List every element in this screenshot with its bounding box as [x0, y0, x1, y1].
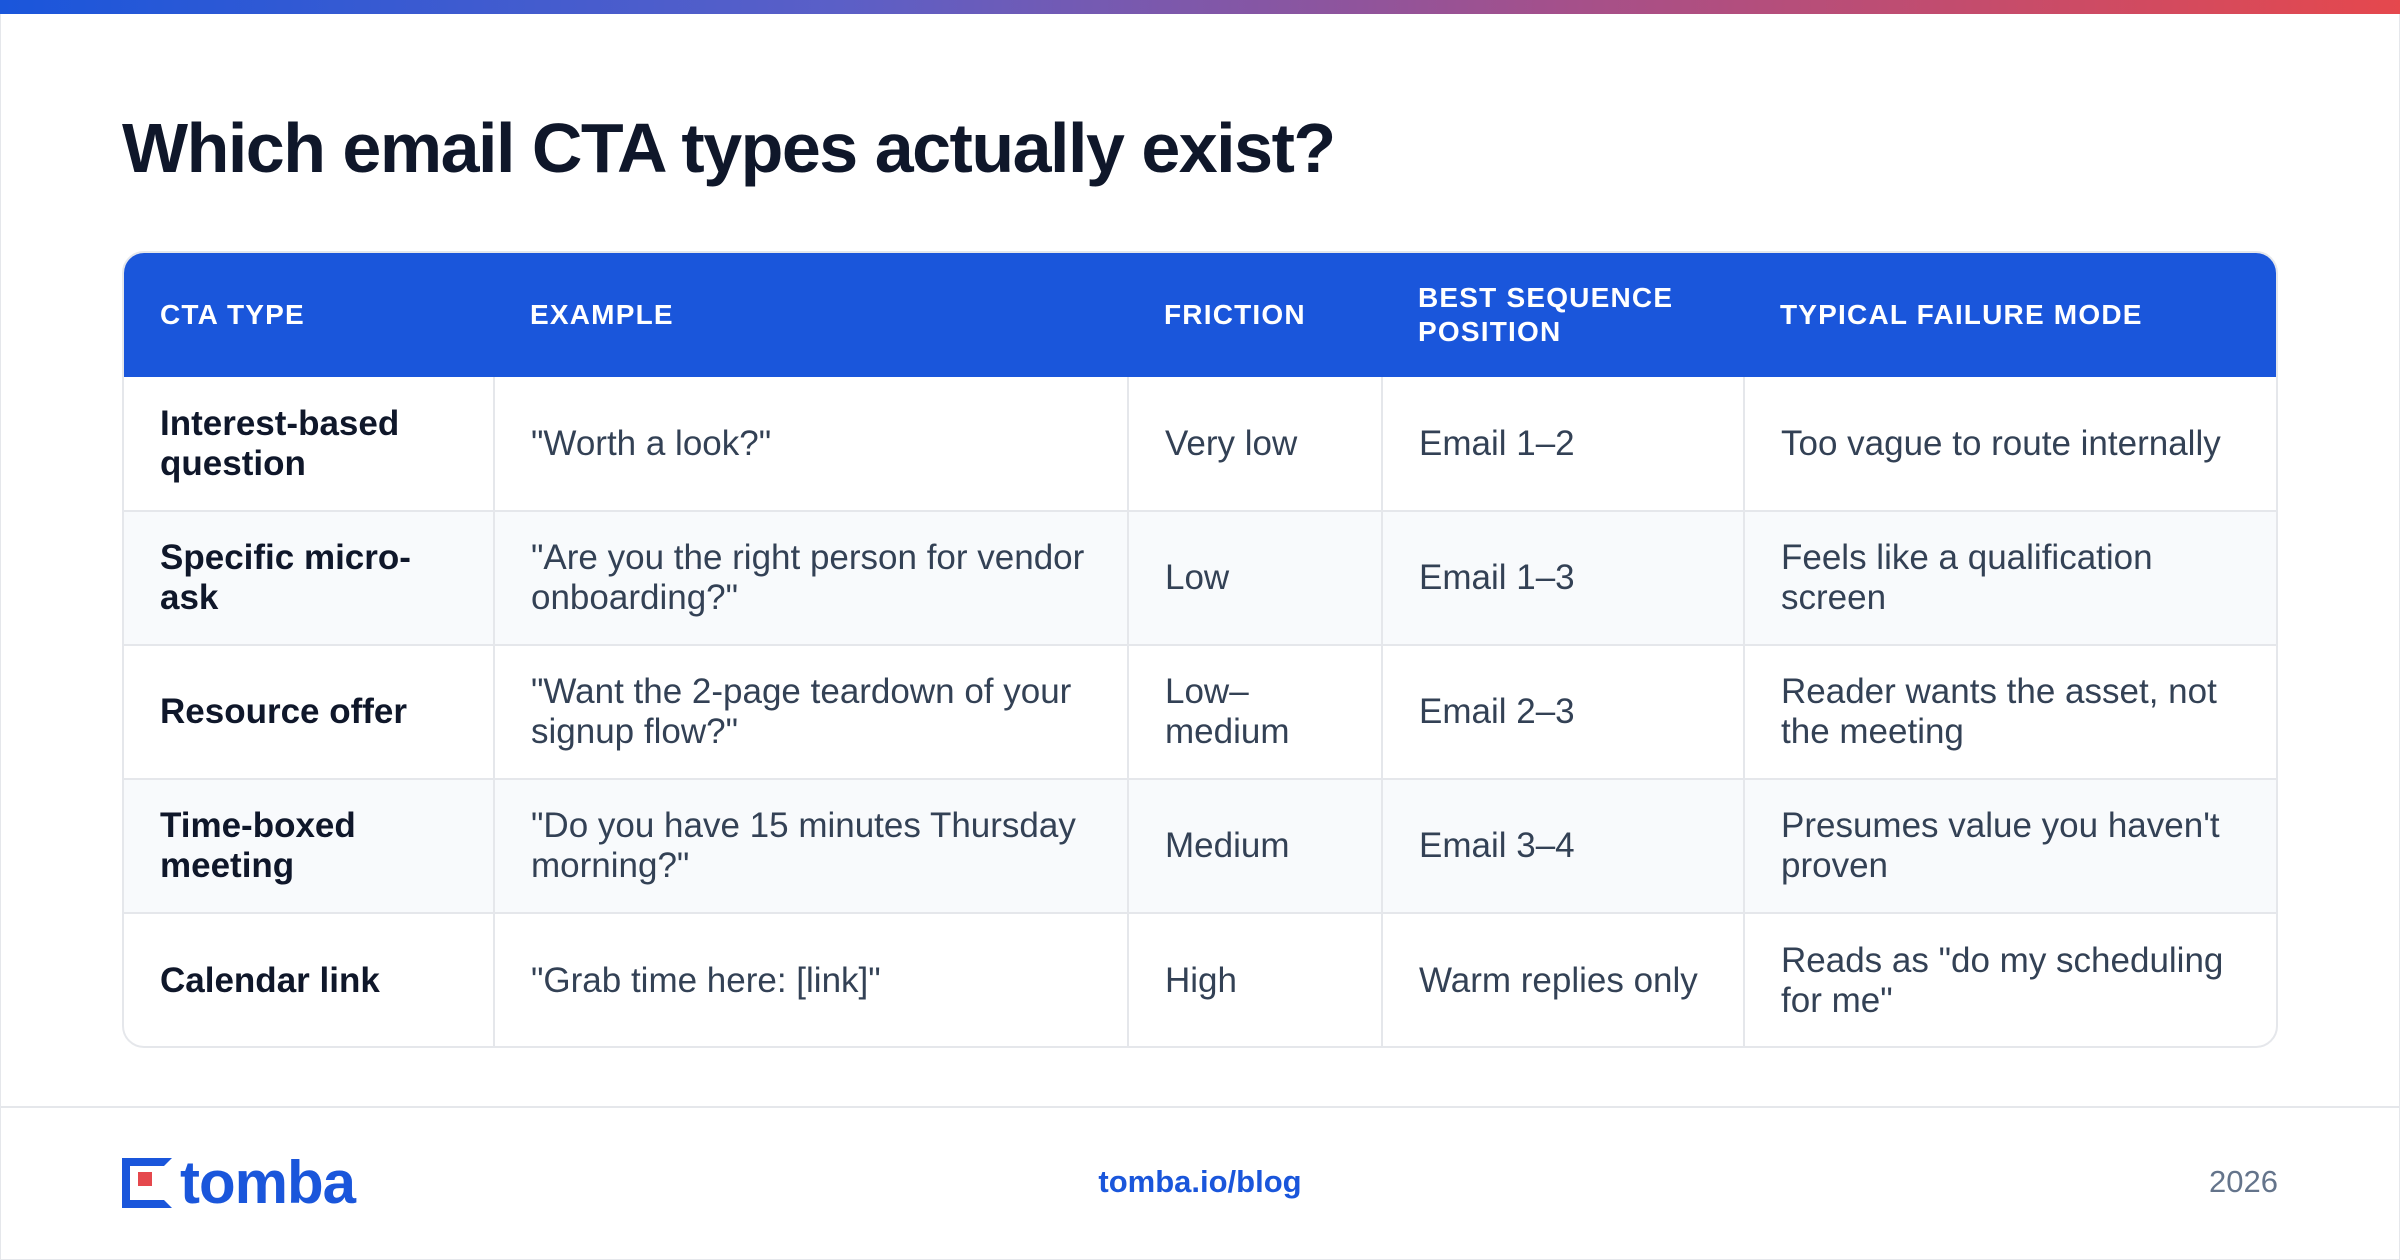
- cell-failure-mode: Too vague to route internally: [1743, 377, 2276, 511]
- cell-cta-type: Time-boxed meeting: [124, 778, 494, 913]
- cell-cta-type: Resource offer: [124, 644, 494, 779]
- footer-divider: [0, 1106, 2400, 1108]
- blog-url-link[interactable]: tomba.io/blog: [1098, 1164, 1302, 1199]
- cell-example: "Are you the right person for vendor onb…: [493, 510, 1128, 645]
- cta-table-card: CTA TYPE EXAMPLE FRICTION BEST SEQUENCE …: [122, 251, 2278, 1048]
- cell-cta-type: Calendar link: [124, 912, 494, 1046]
- cell-failure-mode: Feels like a qualification screen: [1743, 510, 2276, 645]
- header-row: CTA TYPE EXAMPLE FRICTION BEST SEQUENCE …: [124, 253, 2276, 377]
- cell-sequence-position: Email 1–3: [1381, 510, 1744, 645]
- cell-friction: Very low: [1127, 377, 1382, 511]
- table-header: CTA TYPE EXAMPLE FRICTION BEST SEQUENCE …: [124, 253, 2276, 377]
- header-friction: FRICTION: [1164, 299, 1306, 330]
- table-row: Interest-based question "Worth a look?" …: [124, 377, 2276, 511]
- footer-year: 2026: [2209, 1164, 2278, 1199]
- header-example: EXAMPLE: [530, 299, 674, 330]
- cell-failure-mode: Presumes value you haven't proven: [1743, 778, 2276, 913]
- page-title: Which email CTA types actually exist?: [122, 109, 1336, 187]
- tomba-logo[interactable]: tomba: [122, 1149, 356, 1216]
- cell-example: "Do you have 15 minutes Thursday morning…: [493, 778, 1128, 913]
- header-cta-type: CTA TYPE: [160, 299, 305, 330]
- cell-sequence-position: Email 2–3: [1381, 644, 1744, 779]
- table-body: Interest-based question "Worth a look?" …: [124, 377, 2276, 1046]
- cell-cta-type: Interest-based question: [160, 403, 400, 483]
- cell-friction: Medium: [1127, 778, 1382, 913]
- cell-example: "Grab time here: [link]": [493, 912, 1128, 1046]
- table-row: Resource offer "Want the 2-page teardown…: [124, 644, 2276, 779]
- logo-wordmark: tomba: [180, 1149, 356, 1216]
- top-gradient-bar: [0, 0, 2400, 14]
- cta-table: CTA TYPE EXAMPLE FRICTION BEST SEQUENCE …: [124, 253, 2276, 1046]
- cell-failure-mode: Reads as "do my scheduling for me": [1743, 912, 2276, 1046]
- cell-sequence-position: Email 1–2: [1381, 377, 1744, 511]
- cell-friction: Low: [1127, 510, 1382, 645]
- cell-sequence-position: Warm replies only: [1381, 912, 1744, 1046]
- table-row: Calendar link "Grab time here: [link]" H…: [124, 912, 2276, 1046]
- cell-friction: High: [1127, 912, 1382, 1046]
- cell-sequence-position: Email 3–4: [1381, 778, 1744, 913]
- cell-friction: Low–medium: [1127, 644, 1382, 779]
- cell-failure-mode: Reader wants the asset, not the meeting: [1743, 644, 2276, 779]
- header-sequence-position: BEST SEQUENCE POSITION: [1418, 282, 1674, 347]
- tomba-logo-icon: [122, 1158, 172, 1208]
- cell-example: "Want the 2-page teardown of your signup…: [493, 644, 1128, 779]
- table-row: Specific micro-ask "Are you the right pe…: [124, 510, 2276, 645]
- cell-example: "Worth a look?": [493, 377, 1128, 511]
- table-row: Time-boxed meeting "Do you have 15 minut…: [124, 778, 2276, 913]
- cell-cta-type: Specific micro-ask: [124, 510, 494, 645]
- header-failure-mode: TYPICAL FAILURE MODE: [1780, 299, 2143, 330]
